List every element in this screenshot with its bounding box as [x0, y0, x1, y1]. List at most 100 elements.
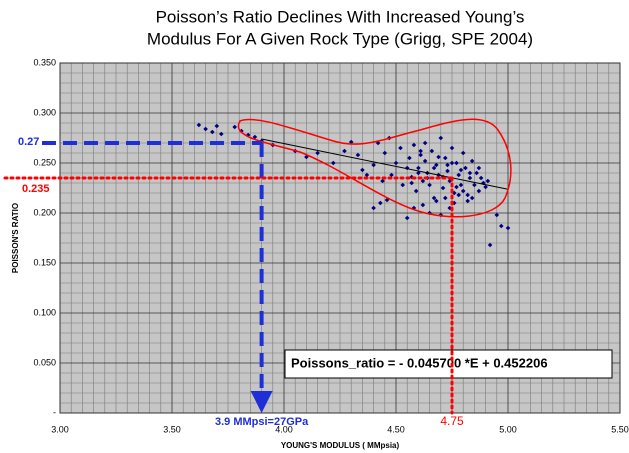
point	[498, 223, 504, 229]
point	[483, 184, 488, 190]
point	[416, 165, 421, 171]
point	[458, 167, 464, 173]
trendline	[261, 138, 509, 190]
point	[431, 165, 437, 171]
point	[494, 212, 500, 218]
x-tick-label: 5.00	[499, 424, 517, 434]
point	[364, 172, 370, 178]
plot-frame	[59, 62, 621, 414]
point	[449, 145, 455, 151]
point	[416, 170, 421, 176]
point	[382, 150, 388, 156]
point	[218, 131, 224, 137]
point	[355, 152, 361, 158]
point	[476, 188, 482, 194]
point	[389, 172, 394, 178]
chart-title: Modulus For A Given Rock Type (Grigg, SP…	[147, 29, 533, 48]
point	[472, 182, 477, 188]
point	[304, 154, 309, 160]
point	[380, 178, 385, 184]
point	[409, 174, 414, 180]
y-tick-label: 0.150	[33, 257, 56, 267]
point	[348, 139, 354, 145]
guide-x-label: 4.75	[440, 414, 464, 428]
point	[400, 182, 406, 188]
point	[371, 162, 376, 168]
point	[411, 205, 417, 211]
point	[393, 160, 399, 166]
point	[330, 160, 336, 166]
equation-box	[284, 349, 613, 379]
point	[210, 129, 215, 135]
point	[398, 145, 403, 151]
point	[422, 158, 428, 164]
point	[342, 148, 347, 154]
y-tick-label: 0.250	[33, 157, 56, 167]
x-tick-label: 5.50	[611, 424, 629, 434]
point	[378, 200, 383, 206]
y-axis-title: POISSON'S RATIO	[11, 203, 20, 273]
point	[196, 122, 202, 128]
point	[413, 188, 419, 194]
guide-x-label: 3.9 MMpsi=27GPa	[215, 416, 309, 428]
x-tick-label: 3.50	[163, 424, 181, 434]
point	[485, 178, 491, 184]
point	[460, 188, 466, 194]
point	[411, 142, 417, 148]
point	[442, 195, 448, 201]
point	[487, 242, 493, 248]
cluster-outline	[237, 118, 512, 218]
y-tick-label: -	[53, 407, 56, 417]
point	[454, 160, 459, 166]
point	[442, 155, 448, 161]
point	[252, 134, 258, 140]
point	[445, 162, 450, 168]
point	[465, 198, 470, 204]
guide-arrow	[250, 391, 273, 413]
point	[456, 192, 462, 198]
point	[467, 175, 473, 181]
point	[438, 135, 444, 141]
point	[431, 195, 437, 201]
point	[418, 152, 423, 158]
point	[407, 155, 412, 161]
point	[460, 150, 466, 156]
x-axis-title: YOUNG'S MODULUS ( MMpsia)	[281, 441, 400, 450]
point	[469, 158, 475, 164]
x-tick-label: 4.50	[387, 424, 405, 434]
point	[422, 140, 428, 146]
guide-y-label: 0.27	[18, 136, 39, 148]
point	[429, 148, 435, 154]
point	[232, 124, 238, 130]
point	[360, 167, 365, 173]
guide-y-label: 0.235	[22, 183, 50, 195]
point	[454, 184, 459, 190]
point	[476, 165, 482, 171]
point	[420, 202, 426, 208]
point	[434, 198, 439, 204]
point	[445, 168, 450, 174]
equation: Poissons_ratio = - 0.045700 *E + 0.45220…	[291, 355, 548, 370]
point	[478, 175, 484, 181]
point	[458, 182, 464, 188]
chart-title: Poisson’s Ratio Declines With Increased …	[156, 7, 525, 26]
y-tick-label: 0.300	[33, 107, 56, 117]
point	[409, 180, 414, 186]
point	[427, 182, 432, 188]
point	[465, 192, 470, 198]
point	[203, 126, 208, 132]
point	[440, 185, 446, 191]
point	[371, 205, 376, 211]
point	[420, 178, 426, 184]
point	[456, 172, 462, 178]
point	[418, 148, 423, 154]
point	[463, 165, 468, 171]
point	[469, 195, 475, 201]
point	[214, 123, 220, 129]
point	[436, 154, 441, 160]
x-tick-label: 4.00	[275, 424, 293, 434]
marks	[196, 122, 511, 248]
y-tick-label: 0.350	[33, 57, 56, 67]
y-tick-label: 0.050	[33, 357, 56, 367]
